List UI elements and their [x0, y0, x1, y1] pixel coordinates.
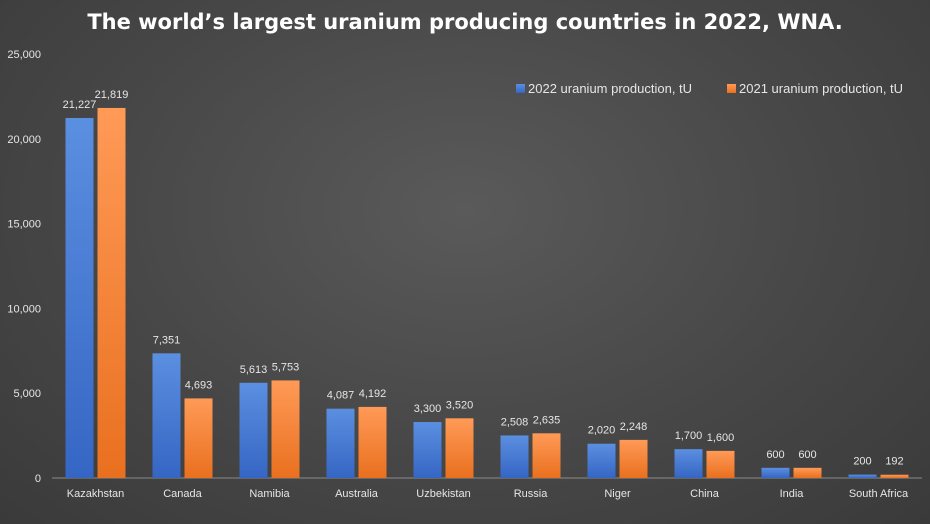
bar-2022: [848, 474, 877, 478]
legend-label: 2021 uranium production, tU: [739, 81, 903, 96]
bar-2022: [152, 353, 181, 478]
bar-2021: [445, 418, 474, 478]
bar-2022: [761, 467, 790, 478]
bar-layer: [65, 107, 909, 478]
x-category-label: South Africa: [849, 488, 909, 500]
bar-2021: [793, 467, 822, 478]
bar-2021: [706, 450, 735, 478]
bar-2021: [880, 474, 909, 478]
x-category-label: Namibia: [249, 488, 290, 500]
bar-2022: [500, 435, 529, 478]
x-category-label: Australia: [335, 488, 379, 500]
x-category-label: Canada: [163, 488, 202, 500]
legend-swatch: [727, 84, 736, 93]
bar-2021: [532, 433, 561, 478]
data-label: 5,613: [240, 364, 268, 376]
x-category-label: India: [780, 488, 805, 500]
bar-2022: [587, 443, 616, 478]
data-label: 4,693: [185, 379, 213, 391]
y-tick-label: 15,000: [7, 219, 41, 231]
data-label: 2,508: [501, 416, 529, 428]
y-tick-label: 0: [35, 473, 41, 485]
legend-swatch: [516, 84, 525, 93]
bar-2021: [271, 380, 300, 478]
data-label: 4,192: [359, 388, 387, 400]
chart-title: The world’s largest uranium producing co…: [87, 10, 843, 34]
y-tick-label: 25,000: [7, 49, 41, 61]
bar-2022: [413, 422, 442, 478]
bar-2021: [619, 439, 648, 478]
data-label: 1,700: [675, 430, 703, 442]
data-label: 600: [766, 449, 784, 461]
data-label: 3,520: [446, 399, 474, 411]
x-category-label: Uzbekistan: [416, 488, 470, 500]
data-label: 1,600: [707, 432, 735, 444]
legend-label: 2022 uranium production, tU: [528, 81, 692, 96]
data-label: 2,020: [588, 425, 616, 437]
data-label: 2,635: [533, 414, 561, 426]
data-label: 7,351: [153, 334, 181, 346]
bar-2021: [184, 398, 213, 478]
legend: 2022 uranium production, tU 2021 uranium …: [516, 81, 903, 96]
data-label: 4,087: [327, 390, 355, 402]
x-category-label: Niger: [604, 488, 631, 500]
data-label: 2,248: [620, 421, 648, 433]
x-category-label: Kazakhstan: [67, 488, 124, 500]
bar-2021: [358, 406, 387, 478]
bar-2022: [674, 449, 703, 478]
bar-2022: [65, 117, 94, 478]
y-tick-label: 5,000: [13, 388, 41, 400]
x-category-label: China: [690, 488, 720, 500]
data-label: 21,227: [63, 99, 97, 111]
bar-2021: [97, 107, 126, 478]
x-category-label: Russia: [514, 488, 549, 500]
bar-2022: [326, 408, 355, 478]
data-label: 5,753: [272, 361, 300, 373]
data-label: 200: [853, 456, 871, 468]
y-tick-label: 20,000: [7, 134, 41, 146]
data-label: 21,819: [95, 89, 129, 101]
data-label: 192: [885, 456, 903, 468]
bar-2022: [239, 382, 268, 478]
data-label: 600: [798, 449, 816, 461]
data-label: 3,300: [414, 403, 442, 415]
y-tick-label: 10,000: [7, 303, 41, 315]
